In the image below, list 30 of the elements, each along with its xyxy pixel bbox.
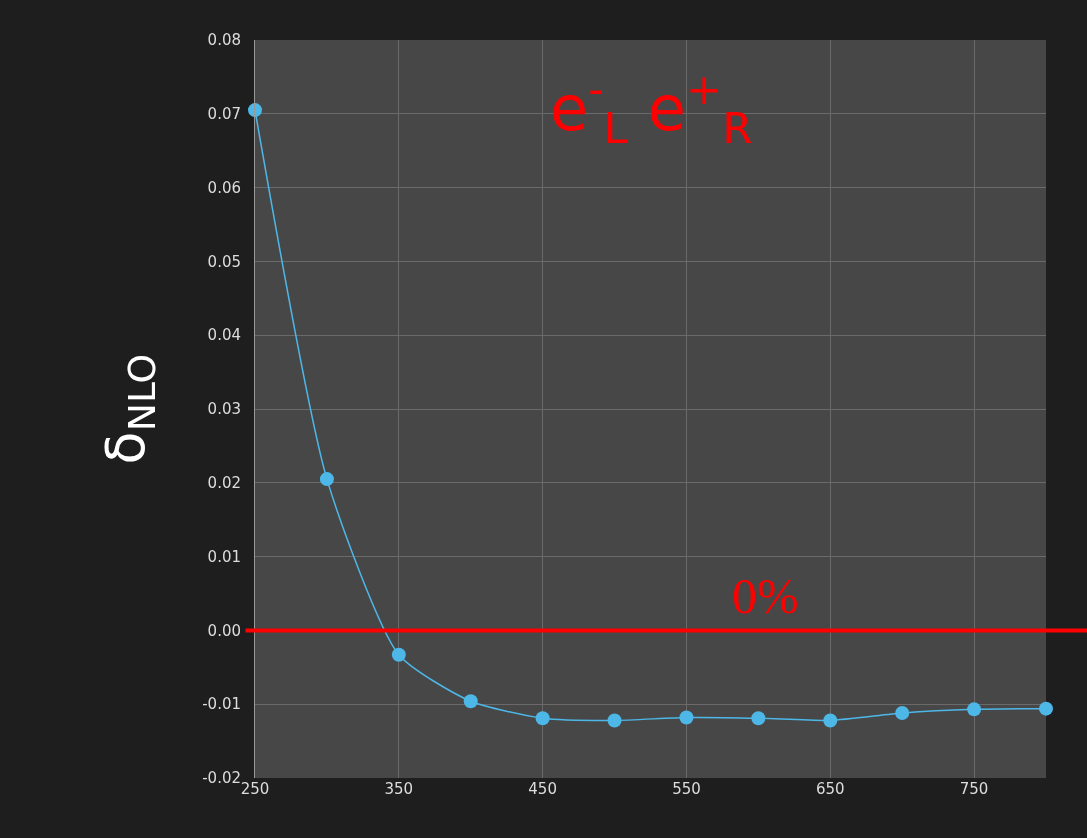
point <box>391 647 406 662</box>
point <box>319 472 334 487</box>
point <box>895 706 910 721</box>
x-tick-label: 250 <box>240 780 270 798</box>
point <box>535 711 550 726</box>
point <box>679 710 694 725</box>
y-tick-label: 0.00 <box>207 621 241 640</box>
x-tick-label: 350 <box>384 780 414 798</box>
y-tick-label: -0.02 <box>202 769 241 788</box>
point <box>823 713 838 728</box>
point <box>967 702 982 717</box>
ref-line-label: 0% <box>732 568 799 624</box>
y-tick-label: 0.07 <box>207 105 241 124</box>
y-tick-label: 0.05 <box>207 252 241 271</box>
point <box>751 711 766 726</box>
x-tick-label: 750 <box>959 780 989 798</box>
y-tick-label: 0.08 <box>207 31 241 50</box>
y-tick-label: -0.01 <box>202 695 241 714</box>
point <box>463 694 478 709</box>
point <box>1039 701 1053 716</box>
point <box>607 713 622 728</box>
x-tick-label: 450 <box>528 780 557 798</box>
point <box>248 103 262 118</box>
y-tick-label: 0.03 <box>207 400 241 419</box>
y-tick-label: 0.06 <box>207 178 241 197</box>
x-tick-label: 550 <box>672 780 701 798</box>
y-tick-label: 0.04 <box>207 326 241 345</box>
x-tick-label: 650 <box>815 780 845 798</box>
y-tick-label: 0.02 <box>207 474 241 493</box>
y-tick-label: 0.01 <box>207 547 241 566</box>
